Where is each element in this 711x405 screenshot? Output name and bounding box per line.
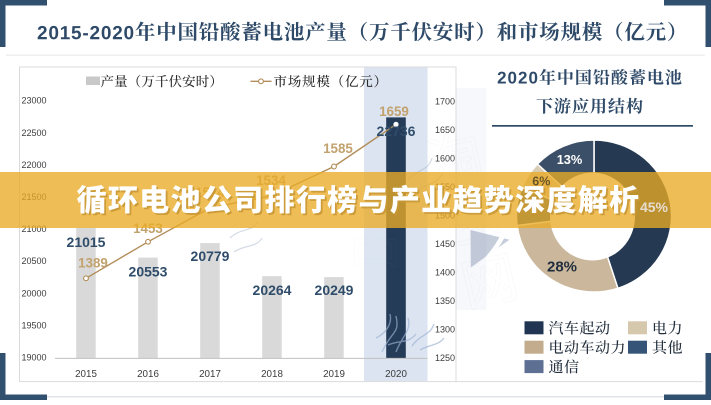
svg-text:20000: 20000 bbox=[21, 288, 46, 298]
svg-text:19500: 19500 bbox=[21, 320, 46, 330]
svg-text:1659: 1659 bbox=[379, 104, 409, 119]
svg-text:22000: 22000 bbox=[21, 160, 46, 170]
svg-text:22736: 22736 bbox=[377, 123, 416, 139]
svg-text:2017: 2017 bbox=[199, 369, 221, 380]
svg-text:1650: 1650 bbox=[435, 125, 455, 135]
svg-text:1700: 1700 bbox=[435, 97, 455, 107]
svg-text:2018: 2018 bbox=[261, 369, 283, 380]
svg-text:2019: 2019 bbox=[323, 369, 345, 380]
svg-text:20264: 20264 bbox=[253, 282, 292, 298]
svg-text:1250: 1250 bbox=[435, 353, 455, 363]
svg-text:1300: 1300 bbox=[435, 325, 455, 335]
svg-text:22500: 22500 bbox=[21, 128, 46, 138]
svg-text:1585: 1585 bbox=[323, 141, 353, 156]
svg-text:2016: 2016 bbox=[137, 369, 159, 380]
svg-text:45%: 45% bbox=[640, 199, 669, 215]
svg-text:20779: 20779 bbox=[191, 248, 230, 264]
svg-text:2020: 2020 bbox=[385, 369, 407, 380]
svg-text:21000: 21000 bbox=[21, 224, 46, 234]
svg-text:1350: 1350 bbox=[435, 296, 455, 306]
svg-text:2015: 2015 bbox=[75, 369, 97, 380]
svg-text:1600: 1600 bbox=[435, 154, 455, 164]
svg-text:1400: 1400 bbox=[435, 268, 455, 278]
svg-text:23000: 23000 bbox=[21, 96, 46, 106]
svg-text:6%: 6% bbox=[532, 175, 550, 189]
svg-text:20553: 20553 bbox=[129, 263, 168, 279]
svg-text:20249: 20249 bbox=[315, 282, 354, 298]
svg-text:19000: 19000 bbox=[21, 353, 46, 363]
svg-text:21015: 21015 bbox=[67, 234, 106, 250]
svg-text:13%: 13% bbox=[557, 152, 583, 167]
svg-text:1450: 1450 bbox=[435, 239, 455, 249]
svg-text:1389: 1389 bbox=[78, 256, 108, 271]
svg-text:20500: 20500 bbox=[21, 256, 46, 266]
svg-text:28%: 28% bbox=[547, 259, 577, 276]
